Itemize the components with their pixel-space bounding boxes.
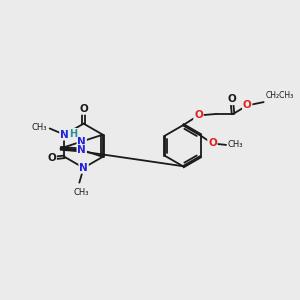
Text: CH₃: CH₃ bbox=[228, 140, 243, 149]
Text: O: O bbox=[79, 104, 88, 114]
Text: N: N bbox=[79, 163, 88, 173]
Text: CH₂CH₃: CH₂CH₃ bbox=[266, 91, 294, 100]
Text: N: N bbox=[77, 145, 86, 155]
Text: N: N bbox=[77, 136, 86, 146]
Text: O: O bbox=[243, 100, 252, 110]
Text: O: O bbox=[47, 153, 56, 163]
Text: O: O bbox=[227, 94, 236, 104]
Text: N: N bbox=[60, 130, 69, 140]
Text: CH₃: CH₃ bbox=[32, 123, 47, 132]
Text: O: O bbox=[194, 110, 203, 120]
Text: O: O bbox=[208, 139, 217, 148]
Text: CH₃: CH₃ bbox=[73, 188, 88, 197]
Text: H: H bbox=[69, 129, 77, 139]
